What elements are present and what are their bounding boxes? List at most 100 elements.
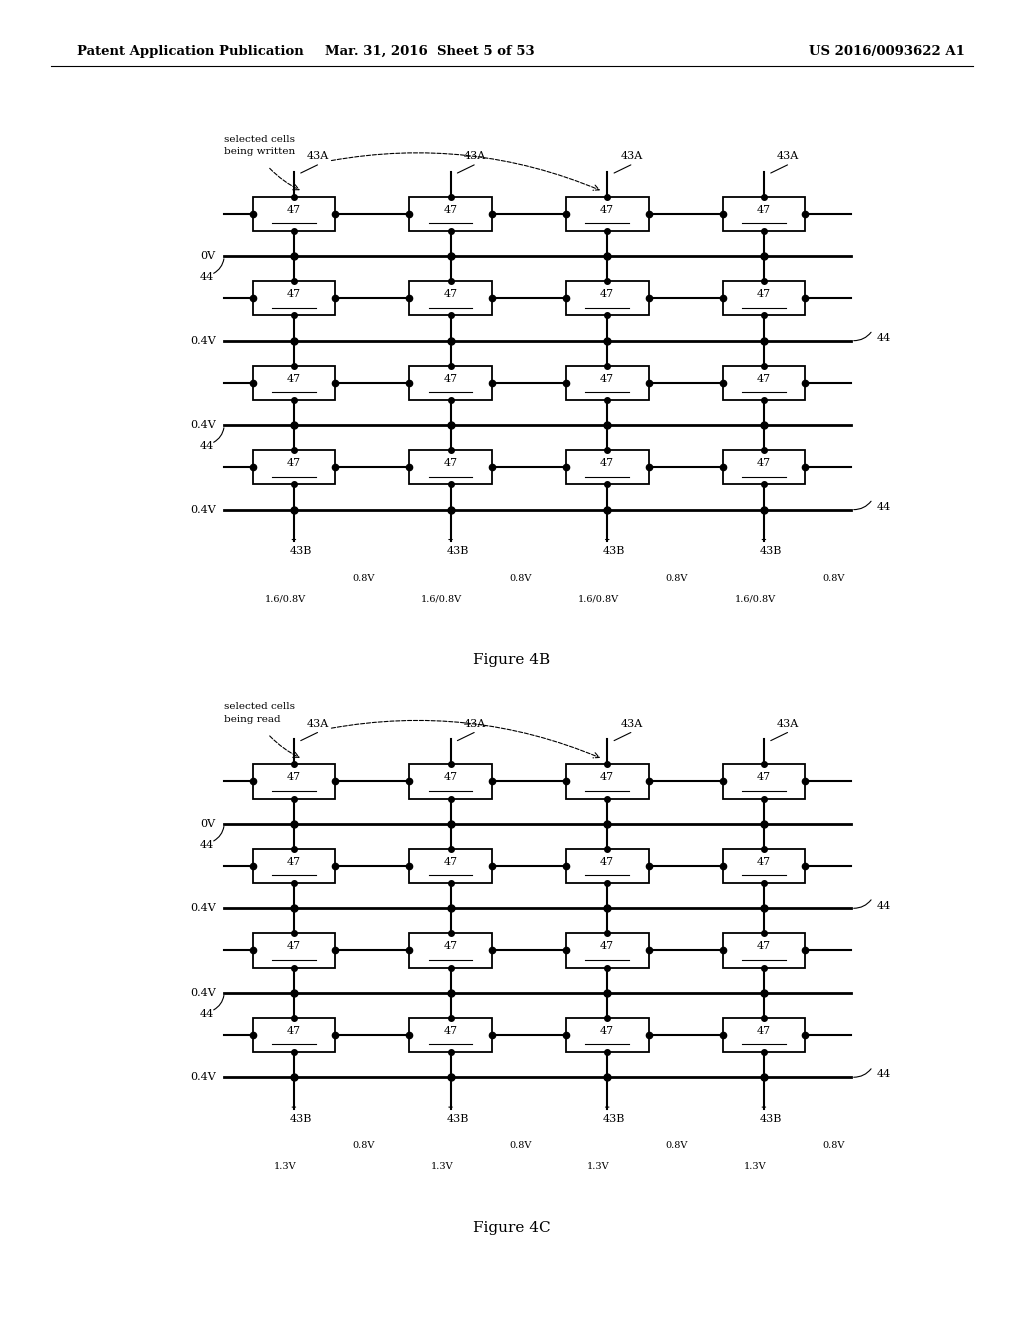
Text: 47: 47	[287, 374, 301, 384]
Text: 47: 47	[600, 1026, 614, 1036]
Bar	[410, 933, 492, 968]
Bar	[410, 1018, 492, 1052]
Text: 1.3V: 1.3V	[743, 1163, 767, 1171]
Bar	[566, 281, 648, 315]
Text: 43A: 43A	[307, 150, 329, 161]
Bar	[566, 849, 648, 883]
Text: 47: 47	[757, 857, 771, 867]
Text: 1.3V: 1.3V	[273, 1163, 297, 1171]
Bar	[723, 197, 805, 231]
Text: 1.6/0.8V: 1.6/0.8V	[734, 595, 776, 603]
Bar	[410, 281, 492, 315]
Text: 47: 47	[600, 205, 614, 215]
Text: 43B: 43B	[760, 546, 782, 557]
Text: 47: 47	[600, 772, 614, 783]
Bar	[410, 764, 492, 799]
Text: 47: 47	[287, 1026, 301, 1036]
Text: 43B: 43B	[446, 546, 469, 557]
Text: 47: 47	[757, 1026, 771, 1036]
Text: 44: 44	[200, 272, 214, 282]
Bar	[410, 366, 492, 400]
Text: 47: 47	[757, 772, 771, 783]
Text: 0V: 0V	[201, 818, 216, 829]
Text: 1.6/0.8V: 1.6/0.8V	[578, 595, 620, 603]
Bar	[723, 764, 805, 799]
Text: 0.4V: 0.4V	[189, 1072, 216, 1082]
Text: 47: 47	[443, 941, 458, 952]
Text: 0.4V: 0.4V	[189, 335, 216, 346]
Text: US 2016/0093622 A1: US 2016/0093622 A1	[809, 45, 965, 58]
Text: 47: 47	[757, 289, 771, 300]
Text: 43A: 43A	[621, 150, 642, 161]
Bar	[253, 1018, 335, 1052]
Bar	[723, 1018, 805, 1052]
Text: 0V: 0V	[201, 251, 216, 261]
Text: 0.4V: 0.4V	[189, 504, 216, 515]
Text: 0.4V: 0.4V	[189, 903, 216, 913]
Text: 43A: 43A	[777, 150, 799, 161]
Text: 0.8V: 0.8V	[509, 574, 531, 582]
Text: 43B: 43B	[290, 546, 312, 557]
Bar	[253, 366, 335, 400]
Text: 0.4V: 0.4V	[189, 420, 216, 430]
Bar	[566, 933, 648, 968]
Text: 43A: 43A	[464, 150, 485, 161]
Text: 0.8V: 0.8V	[352, 1142, 375, 1150]
Text: 1.6/0.8V: 1.6/0.8V	[264, 595, 306, 603]
Bar	[253, 450, 335, 484]
Text: Mar. 31, 2016  Sheet 5 of 53: Mar. 31, 2016 Sheet 5 of 53	[326, 45, 535, 58]
Text: 44: 44	[200, 840, 214, 850]
Text: 43B: 43B	[603, 1114, 626, 1125]
Text: 43A: 43A	[777, 718, 799, 729]
Text: 44: 44	[877, 900, 891, 911]
Text: 1.6/0.8V: 1.6/0.8V	[421, 595, 463, 603]
Text: 0.8V: 0.8V	[666, 574, 688, 582]
Text: 1.3V: 1.3V	[430, 1163, 454, 1171]
Bar	[566, 764, 648, 799]
Text: 47: 47	[287, 772, 301, 783]
Text: 44: 44	[200, 1008, 214, 1019]
Text: 47: 47	[287, 205, 301, 215]
Bar	[410, 450, 492, 484]
Bar	[253, 197, 335, 231]
Text: 44: 44	[877, 502, 891, 512]
Text: 47: 47	[287, 458, 301, 469]
Text: 47: 47	[757, 458, 771, 469]
Text: 47: 47	[600, 289, 614, 300]
Bar	[723, 450, 805, 484]
Text: 47: 47	[443, 374, 458, 384]
Text: Figure 4C: Figure 4C	[473, 1221, 551, 1236]
Bar	[566, 1018, 648, 1052]
Text: 1.3V: 1.3V	[587, 1163, 610, 1171]
Text: 47: 47	[443, 1026, 458, 1036]
Text: 47: 47	[600, 941, 614, 952]
Text: 44: 44	[877, 1069, 891, 1080]
Text: 43A: 43A	[307, 718, 329, 729]
Text: selected cells
being read: selected cells being read	[224, 702, 295, 723]
Text: 44: 44	[200, 441, 214, 451]
Text: 43B: 43B	[290, 1114, 312, 1125]
Bar	[566, 197, 648, 231]
Text: 47: 47	[600, 374, 614, 384]
Bar	[253, 281, 335, 315]
Text: 47: 47	[443, 772, 458, 783]
Bar	[253, 849, 335, 883]
Text: 43B: 43B	[603, 546, 626, 557]
Text: Figure 4B: Figure 4B	[473, 653, 551, 668]
Bar	[723, 849, 805, 883]
Bar	[410, 849, 492, 883]
Text: 0.4V: 0.4V	[189, 987, 216, 998]
Text: 0.8V: 0.8V	[352, 574, 375, 582]
Text: 47: 47	[443, 857, 458, 867]
Text: selected cells
being written: selected cells being written	[224, 135, 296, 156]
Bar	[723, 933, 805, 968]
Text: 47: 47	[287, 289, 301, 300]
Text: 43A: 43A	[621, 718, 642, 729]
Text: 0.8V: 0.8V	[822, 1142, 845, 1150]
Text: 0.8V: 0.8V	[666, 1142, 688, 1150]
Text: 47: 47	[757, 374, 771, 384]
Text: 47: 47	[443, 205, 458, 215]
Bar	[566, 450, 648, 484]
Text: 47: 47	[287, 941, 301, 952]
Text: 47: 47	[600, 458, 614, 469]
